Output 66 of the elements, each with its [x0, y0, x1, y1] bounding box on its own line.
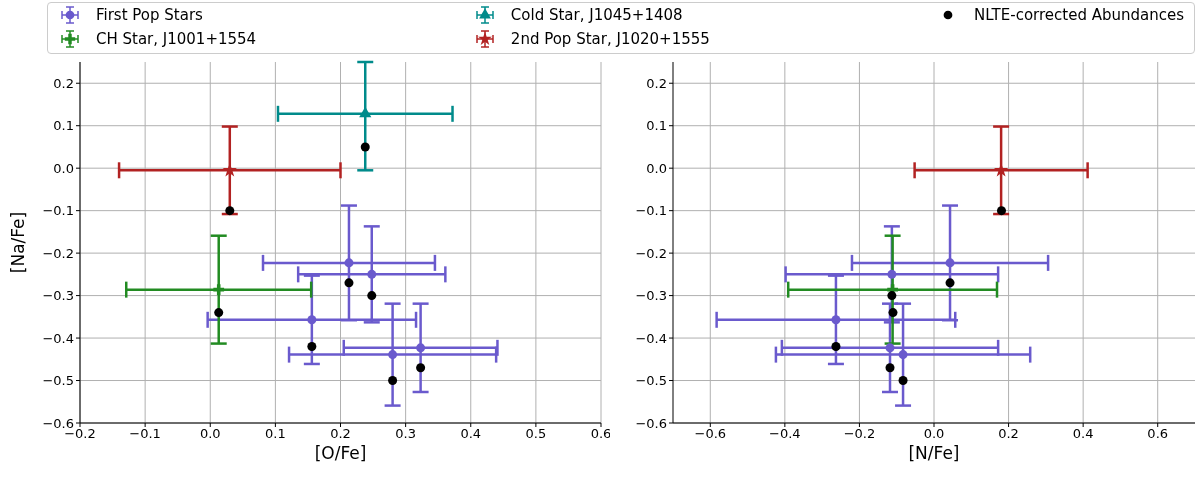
x-tick-label: 0.0	[199, 426, 221, 442]
point	[831, 315, 841, 325]
x-tick-label: 0.3	[395, 426, 416, 442]
point	[225, 206, 235, 216]
y-tick-label: −0.1	[42, 203, 74, 219]
point	[945, 278, 955, 288]
point	[888, 308, 898, 318]
point	[945, 258, 955, 268]
x-tick-label: 0.6	[1147, 426, 1169, 442]
point	[388, 350, 398, 360]
point	[307, 315, 317, 325]
point	[367, 291, 377, 301]
y-tick-label: −0.2	[42, 245, 74, 261]
point	[213, 284, 225, 296]
x-tick-label: 0.1	[265, 426, 286, 442]
y-tick-label: 0.0	[53, 160, 74, 176]
y-tick-label: −0.1	[635, 203, 667, 219]
y-tick-label: −0.2	[635, 245, 667, 261]
point	[885, 363, 895, 373]
x-tick-label: 0.4	[460, 426, 482, 442]
legend-label: 2nd Pop Star, J1020+1555	[510, 30, 710, 48]
x-tick-label: −0.6	[694, 426, 727, 442]
y-tick-label: 0.2	[646, 75, 667, 91]
legend-label: CH Star, J1001+1554	[96, 30, 257, 48]
legend-label: Cold Star, J1045+1408	[510, 6, 683, 24]
point	[214, 308, 224, 318]
x-tick-label: 0.0	[923, 426, 945, 442]
point	[831, 342, 841, 352]
point	[887, 269, 897, 279]
y-tick-label: −0.5	[42, 373, 74, 389]
y-tick-label: −0.3	[42, 288, 74, 304]
y-tick-label: 0.1	[53, 118, 74, 134]
point	[898, 350, 908, 360]
x-tick-label: −0.1	[129, 426, 161, 442]
x-axis-title: [O/Fe]	[314, 443, 367, 463]
x-tick-label: 0.2	[998, 426, 1019, 442]
legend-label: First Pop Stars	[96, 6, 203, 24]
point	[344, 278, 354, 288]
point	[996, 206, 1006, 216]
x-axis-title: [N/Fe]	[908, 443, 960, 463]
x-tick-label: 0.5	[525, 426, 547, 442]
y-tick-label: 0.1	[646, 118, 667, 134]
point	[885, 343, 895, 353]
y-tick-label: 0.0	[646, 160, 667, 176]
point	[898, 376, 908, 386]
point	[344, 258, 354, 268]
point	[416, 363, 426, 373]
x-tick-label: 0.6	[590, 426, 612, 442]
legend-label: NLTE-corrected Abundances	[974, 6, 1184, 24]
point	[307, 342, 317, 352]
y-tick-label: −0.4	[42, 330, 74, 346]
point	[388, 376, 398, 386]
y-tick-label: 0.2	[53, 75, 74, 91]
x-tick-label: 0.2	[330, 426, 351, 442]
point	[367, 269, 377, 279]
y-tick-label: −0.4	[635, 330, 667, 346]
point	[360, 142, 370, 152]
x-tick-label: 0.4	[1072, 426, 1094, 442]
x-tick-label: −0.4	[769, 426, 801, 442]
x-tick-label: −0.2	[843, 426, 876, 442]
y-tick-label: −0.5	[635, 373, 667, 389]
y-axis-title: [Na/Fe]	[8, 211, 29, 274]
y-tick-label: −0.3	[635, 288, 667, 304]
y-tick-label: −0.6	[635, 415, 667, 431]
point	[887, 291, 897, 301]
point	[416, 343, 426, 353]
